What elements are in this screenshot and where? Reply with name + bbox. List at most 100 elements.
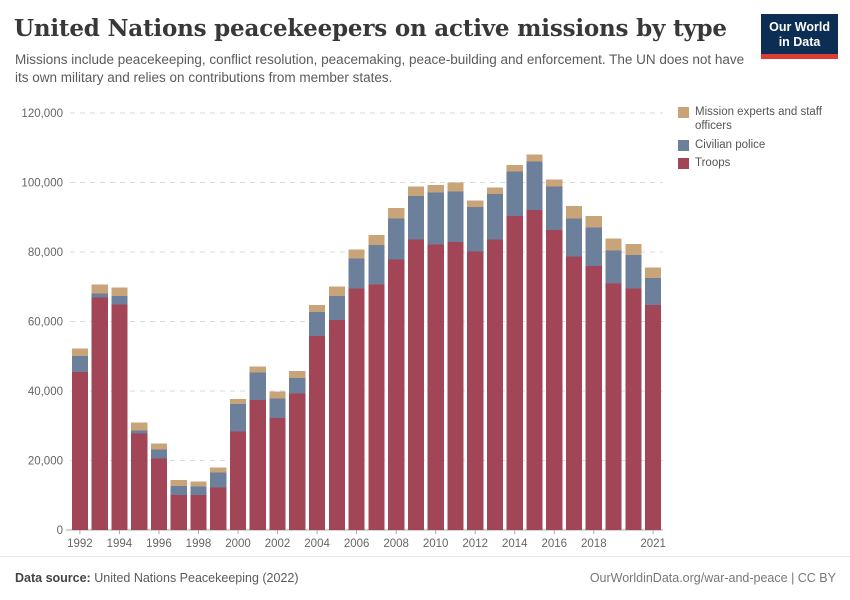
bar-segment-2003-civilian-police[interactable] [289,377,306,394]
bar-segment-2000-troops[interactable] [229,431,247,530]
bar-segment-2016-mission-experts-and-staff-officers[interactable] [546,179,563,187]
bar-segment-2003-troops[interactable] [289,393,306,530]
bar-segment-1995-civilian-police[interactable] [131,430,148,434]
bar-segment-1992-troops[interactable] [71,371,88,530]
bar-segment-2002-civilian-police[interactable] [269,398,286,418]
legend-item-troops[interactable]: Troops [678,157,846,171]
bar-segment-1996-civilian-police[interactable] [150,449,168,459]
bar-segment-2019-mission-experts-and-staff-officers[interactable] [605,238,622,251]
bar-segment-1995-mission-experts-and-staff-officers[interactable] [131,422,148,431]
bar-segment-2001-civilian-police[interactable] [249,372,266,401]
bar-segment-2005-troops[interactable] [328,320,345,530]
bar-segment-1998-civilian-police[interactable] [190,486,207,495]
bar-segment-2001-mission-experts-and-staff-officers[interactable] [249,366,266,373]
bar-segment-2010-mission-experts-and-staff-officers[interactable] [427,184,444,193]
bar-segment-2005-civilian-police[interactable] [328,296,345,321]
bar-segment-2006-troops[interactable] [348,288,365,530]
bar-segment-2009-troops[interactable] [407,239,425,531]
bar-segment-2020-mission-experts-and-staff-officers[interactable] [625,244,642,256]
bar-segment-2009-civilian-police[interactable] [407,196,425,240]
bar-segment-2018-civilian-police[interactable] [585,227,602,266]
bar-segment-1997-troops[interactable] [170,494,187,530]
bar-segment-2020-troops[interactable] [625,288,642,530]
legend-item-mission-experts[interactable]: Mission experts and staff officers [678,106,846,134]
bar-segment-1998-troops[interactable] [190,494,207,530]
bar-segment-1993-civilian-police[interactable] [91,293,108,298]
bar-segment-1996-mission-experts-and-staff-officers[interactable] [150,443,168,450]
bar-segment-2018-mission-experts-and-staff-officers[interactable] [585,215,602,228]
bar-segment-2010-civilian-police[interactable] [427,192,444,245]
bar-segment-2002-troops[interactable] [269,417,286,530]
bar-segment-2007-troops[interactable] [368,284,385,530]
y-axis-label: 0 [57,525,63,537]
bar-segment-2008-civilian-police[interactable] [388,218,405,260]
bar-segment-1998-mission-experts-and-staff-officers[interactable] [190,481,207,487]
bar-segment-2012-mission-experts-and-staff-officers[interactable] [467,200,484,208]
bar-segment-2010-troops[interactable] [427,244,444,530]
bar-segment-2009-mission-experts-and-staff-officers[interactable] [407,186,425,197]
bar-segment-2014-troops[interactable] [506,215,523,531]
bar-segment-2013-mission-experts-and-staff-officers[interactable] [486,187,504,194]
bar-segment-1995-troops[interactable] [131,433,148,530]
bar-segment-1999-mission-experts-and-staff-officers[interactable] [210,467,227,473]
bar-segment-2020-civilian-police[interactable] [625,255,642,289]
owid-logo-line1: Our World [769,20,830,34]
data-source-value: United Nations Peacekeeping (2022) [94,570,299,585]
bar-segment-2016-troops[interactable] [546,230,563,531]
bar-segment-2004-troops[interactable] [308,335,326,530]
bar-segment-2011-mission-experts-and-staff-officers[interactable] [447,182,464,192]
bar-segment-2015-troops[interactable] [526,209,543,530]
bar-segment-2004-mission-experts-and-staff-officers[interactable] [308,304,326,312]
bar-segment-2017-mission-experts-and-staff-officers[interactable] [565,206,583,219]
bar-segment-2004-civilian-police[interactable] [308,311,326,336]
bar-segment-2021-mission-experts-and-staff-officers[interactable] [645,267,662,279]
bar-segment-2012-civilian-police[interactable] [467,207,484,252]
bar-segment-2001-troops[interactable] [249,400,266,530]
bar-segment-2018-troops[interactable] [585,265,602,530]
bar-segment-2011-civilian-police[interactable] [447,191,464,242]
bar-segment-2013-troops[interactable] [486,239,504,531]
bar-segment-2008-troops[interactable] [388,259,405,530]
legend-item-civilian-police[interactable]: Civilian police [678,139,846,153]
bar-segment-2021-civilian-police[interactable] [645,278,662,305]
bar-segment-1997-civilian-police[interactable] [170,485,187,495]
bar-segment-2007-civilian-police[interactable] [368,245,385,285]
bar-segment-1993-mission-experts-and-staff-officers[interactable] [91,284,108,294]
bar-segment-2002-mission-experts-and-staff-officers[interactable] [269,391,286,399]
bar-segment-2017-troops[interactable] [565,256,583,530]
bar-segment-2005-mission-experts-and-staff-officers[interactable] [328,286,345,297]
x-axis-label: 2004 [304,538,330,550]
bar-segment-2011-troops[interactable] [447,241,464,531]
bar-segment-2014-civilian-police[interactable] [506,171,523,216]
bar-segment-1997-mission-experts-and-staff-officers[interactable] [170,479,187,486]
bar-segment-2021-troops[interactable] [645,304,662,530]
bar-segment-2006-mission-experts-and-staff-officers[interactable] [348,249,365,259]
bar-segment-2007-mission-experts-and-staff-officers[interactable] [368,234,385,246]
bar-segment-1999-troops[interactable] [210,487,227,530]
bar-segment-2019-troops[interactable] [605,283,622,530]
bar-segment-2003-mission-experts-and-staff-officers[interactable] [289,370,306,378]
bar-segment-2015-civilian-police[interactable] [526,161,543,210]
bar-segment-2015-mission-experts-and-staff-officers[interactable] [526,154,543,162]
bar-segment-1992-mission-experts-and-staff-officers[interactable] [71,348,88,356]
bar-segment-2016-civilian-police[interactable] [546,186,563,231]
bar-segment-1999-civilian-police[interactable] [210,472,227,488]
bar-segment-1994-troops[interactable] [111,304,128,530]
bar-segment-2006-civilian-police[interactable] [348,258,365,289]
owid-logo[interactable]: Our World in Data [761,14,838,59]
bar-segment-2008-mission-experts-and-staff-officers[interactable] [388,208,405,219]
x-axis-label: 2010 [423,538,449,550]
bar-segment-1994-mission-experts-and-staff-officers[interactable] [111,287,128,297]
bar-segment-2014-mission-experts-and-staff-officers[interactable] [506,164,523,172]
footer-link[interactable]: OurWorldinData.org/war-and-peace | CC BY [589,570,836,585]
bar-segment-2000-mission-experts-and-staff-officers[interactable] [229,398,247,404]
bar-segment-1992-civilian-police[interactable] [71,355,88,372]
bar-segment-2017-civilian-police[interactable] [565,218,583,257]
bar-segment-2019-civilian-police[interactable] [605,250,622,284]
bar-segment-2000-civilian-police[interactable] [229,403,247,432]
bar-segment-1993-troops[interactable] [91,297,108,530]
bar-segment-1994-civilian-police[interactable] [111,296,128,305]
bar-segment-2013-civilian-police[interactable] [486,193,504,240]
bar-segment-1996-troops[interactable] [150,458,168,530]
bar-segment-2012-troops[interactable] [467,251,484,530]
